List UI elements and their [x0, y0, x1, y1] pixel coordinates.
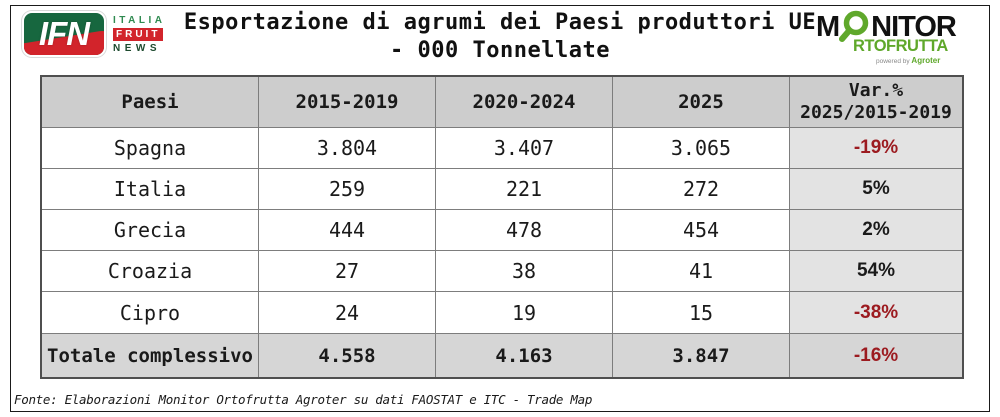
col-header-var-line1: Var.% [848, 80, 904, 102]
ifn-news-label: NEWS [113, 42, 161, 54]
col-header-2015-2019: 2015-2019 [259, 77, 435, 127]
row-total-2020-2024: 4.163 [436, 334, 612, 377]
row-spagna-2015-2019: 3.804 [259, 128, 435, 168]
monitor-wordmark: M NITOR [816, 10, 984, 43]
col-header-var-line2: 2025/2015-2019 [800, 102, 952, 123]
ifn-badge: IFN [22, 11, 106, 57]
row-croazia-country: Croazia [42, 251, 258, 291]
row-cipro-2015-2019: 24 [259, 292, 435, 333]
monitor-rtofrutta: RTOFRUTTA [853, 37, 948, 55]
row-italia-var: 5% [790, 169, 962, 209]
row-grecia-country: Grecia [42, 210, 258, 250]
magnifier-icon [839, 10, 869, 42]
row-grecia-2025: 454 [613, 210, 789, 250]
col-header-paesi: Paesi [42, 77, 258, 127]
row-italia-2015-2019: 259 [259, 169, 435, 209]
ifn-logo-text: IFN [38, 15, 90, 52]
page-title: Esportazione di agrumi dei Paesi produtt… [175, 9, 825, 65]
row-total-label: Totale complessivo [42, 334, 258, 377]
row-cipro-country: Cipro [42, 292, 258, 333]
export-table: Paesi 2015-2019 2020-2024 2025 Var.% 202… [40, 75, 964, 379]
title-line-2: - 000 Tonnellate [390, 38, 610, 63]
row-croazia-2020-2024: 38 [436, 251, 612, 291]
row-cipro-var: -38% [790, 292, 962, 333]
row-spagna-var: -19% [790, 128, 962, 168]
row-total-2015-2019: 4.558 [259, 334, 435, 377]
col-header-var: Var.% 2025/2015-2019 [790, 77, 962, 127]
ifn-logo: IFN ITALIA FRUIT NEWS [22, 11, 165, 57]
monitor-ortofrutta-logo: M NITOR RTOFRUTTA powered by Agroter [816, 10, 984, 65]
row-grecia-2015-2019: 444 [259, 210, 435, 250]
row-italia-2020-2024: 221 [436, 169, 612, 209]
outer-frame [10, 5, 990, 412]
monitor-m: M [816, 10, 840, 43]
ifn-fruit-label: FRUIT [113, 27, 164, 41]
row-total-var: -16% [790, 334, 962, 377]
title-line-1: Esportazione di agrumi dei Paesi produtt… [183, 10, 817, 35]
row-croazia-2015-2019: 27 [259, 251, 435, 291]
col-header-2025: 2025 [613, 77, 789, 127]
row-total-2025: 3.847 [613, 334, 789, 377]
agroter-label: Agroter [911, 56, 941, 65]
row-croazia-2025: 41 [613, 251, 789, 291]
row-italia-2025: 272 [613, 169, 789, 209]
source-note: Fonte: Elaborazioni Monitor Ortofrutta A… [14, 392, 593, 407]
row-italia-country: Italia [42, 169, 258, 209]
col-header-2020-2024: 2020-2024 [436, 77, 612, 127]
row-grecia-2020-2024: 478 [436, 210, 612, 250]
row-cipro-2025: 15 [613, 292, 789, 333]
row-spagna-country: Spagna [42, 128, 258, 168]
row-spagna-2025: 3.065 [613, 128, 789, 168]
row-croazia-var: 54% [790, 251, 962, 291]
row-grecia-var: 2% [790, 210, 962, 250]
ifn-wordmark: ITALIA FRUIT NEWS [113, 15, 165, 54]
ifn-italia-label: ITALIA [113, 14, 166, 26]
monitor-powered-by: powered by Agroter [876, 56, 941, 65]
row-spagna-2020-2024: 3.407 [436, 128, 612, 168]
row-cipro-2020-2024: 19 [436, 292, 612, 333]
monitor-nitor: NITOR [871, 10, 957, 43]
